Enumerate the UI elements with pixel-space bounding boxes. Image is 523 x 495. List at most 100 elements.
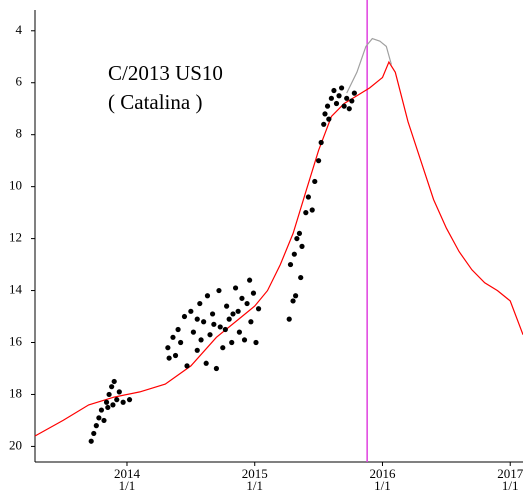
observation-point xyxy=(201,319,207,325)
x-tick-label: 2014 xyxy=(114,466,141,481)
observation-point xyxy=(93,423,99,429)
observation-point xyxy=(316,158,322,164)
y-tick-label: 20 xyxy=(9,437,22,452)
observation-point xyxy=(111,378,117,385)
observation-point xyxy=(293,293,299,299)
observation-point xyxy=(235,308,241,314)
x-tick-label: 2017 xyxy=(497,466,523,481)
x-tick-label: 2015 xyxy=(242,466,268,481)
observation-point xyxy=(324,103,331,109)
observation-point xyxy=(236,329,242,335)
observation-point xyxy=(172,352,179,359)
observation-point xyxy=(296,230,303,237)
observation-point xyxy=(126,397,133,403)
observation-point xyxy=(203,360,209,366)
observation-point xyxy=(318,139,324,146)
observation-point xyxy=(96,415,102,421)
observation-point xyxy=(250,290,257,296)
y-tick-label: 6 xyxy=(16,74,23,89)
observation-point xyxy=(103,399,110,405)
observation-point xyxy=(197,300,203,307)
observation-point xyxy=(286,316,292,322)
observation-point xyxy=(248,319,254,325)
x-tick-label: 2016 xyxy=(369,466,396,481)
observation-point xyxy=(114,397,120,403)
observation-point xyxy=(241,337,248,343)
observation-point xyxy=(344,95,350,101)
observation-point xyxy=(188,308,194,314)
observation-point xyxy=(170,334,176,340)
observation-point xyxy=(106,391,112,398)
model-curve xyxy=(346,37,392,94)
observation-point xyxy=(336,93,342,99)
observation-point xyxy=(247,277,253,283)
observation-point xyxy=(341,103,347,109)
x-tick-label: 1/1 xyxy=(502,478,519,493)
observation-point xyxy=(178,339,184,346)
observation-point xyxy=(209,311,216,317)
observation-point xyxy=(216,287,222,294)
observation-point xyxy=(303,210,309,216)
observation-point xyxy=(328,95,334,101)
observation-point xyxy=(244,300,250,307)
observation-point xyxy=(175,326,181,333)
observation-point xyxy=(120,399,126,405)
x-tick-label: 1/1 xyxy=(246,478,263,493)
observation-point xyxy=(333,100,340,107)
observation-point xyxy=(299,243,305,249)
observation-point xyxy=(211,321,217,327)
x-tick-label: 1/1 xyxy=(119,478,136,493)
observation-point xyxy=(226,316,232,322)
observation-point xyxy=(239,295,245,301)
observation-point xyxy=(91,430,97,437)
observation-point xyxy=(184,363,190,369)
y-tick-label: 16 xyxy=(9,333,23,348)
observation-point xyxy=(166,355,172,361)
observation-point xyxy=(198,337,204,343)
observation-point xyxy=(222,326,228,333)
observation-point xyxy=(255,306,262,312)
y-tick-label: 8 xyxy=(16,126,23,141)
observation-point xyxy=(349,98,355,104)
observation-point xyxy=(194,347,200,353)
y-tick-label: 18 xyxy=(9,385,22,400)
observation-point xyxy=(321,121,327,127)
chart-subtitle: ( Catalina ) xyxy=(108,90,202,114)
y-tick-label: 4 xyxy=(16,22,23,37)
observation-point xyxy=(229,339,235,346)
observation-point xyxy=(322,111,328,117)
observation-point xyxy=(298,274,304,281)
observation-point xyxy=(338,85,345,91)
observation-point xyxy=(230,311,236,317)
observation-point xyxy=(290,298,296,304)
observation-point xyxy=(116,389,122,395)
model-curve xyxy=(34,60,523,437)
observation-point xyxy=(109,384,115,390)
observation-point xyxy=(232,285,239,291)
observation-point xyxy=(351,90,357,96)
observation-point xyxy=(331,87,337,94)
observation-point xyxy=(88,438,94,444)
observation-point xyxy=(291,251,297,257)
observation-point xyxy=(346,106,352,112)
observation-point xyxy=(287,261,294,268)
observation-point xyxy=(217,324,223,330)
y-tick-label: 12 xyxy=(9,230,22,245)
x-tick-label: 1/1 xyxy=(374,478,391,493)
observation-point xyxy=(309,207,315,213)
y-tick-label: 10 xyxy=(9,178,22,193)
observation-point xyxy=(110,402,116,408)
observation-point xyxy=(105,404,111,411)
observation-point xyxy=(181,313,188,320)
observation-point xyxy=(204,293,211,299)
observation-point xyxy=(312,178,318,185)
observation-point xyxy=(190,329,197,335)
observation-point xyxy=(213,365,220,372)
observation-point xyxy=(98,407,105,413)
observation-point xyxy=(165,345,171,351)
observation-point xyxy=(305,194,311,200)
chart-title: C/2013 US10 xyxy=(108,61,223,85)
observation-point xyxy=(194,316,200,322)
y-tick-label: 14 xyxy=(9,282,23,297)
